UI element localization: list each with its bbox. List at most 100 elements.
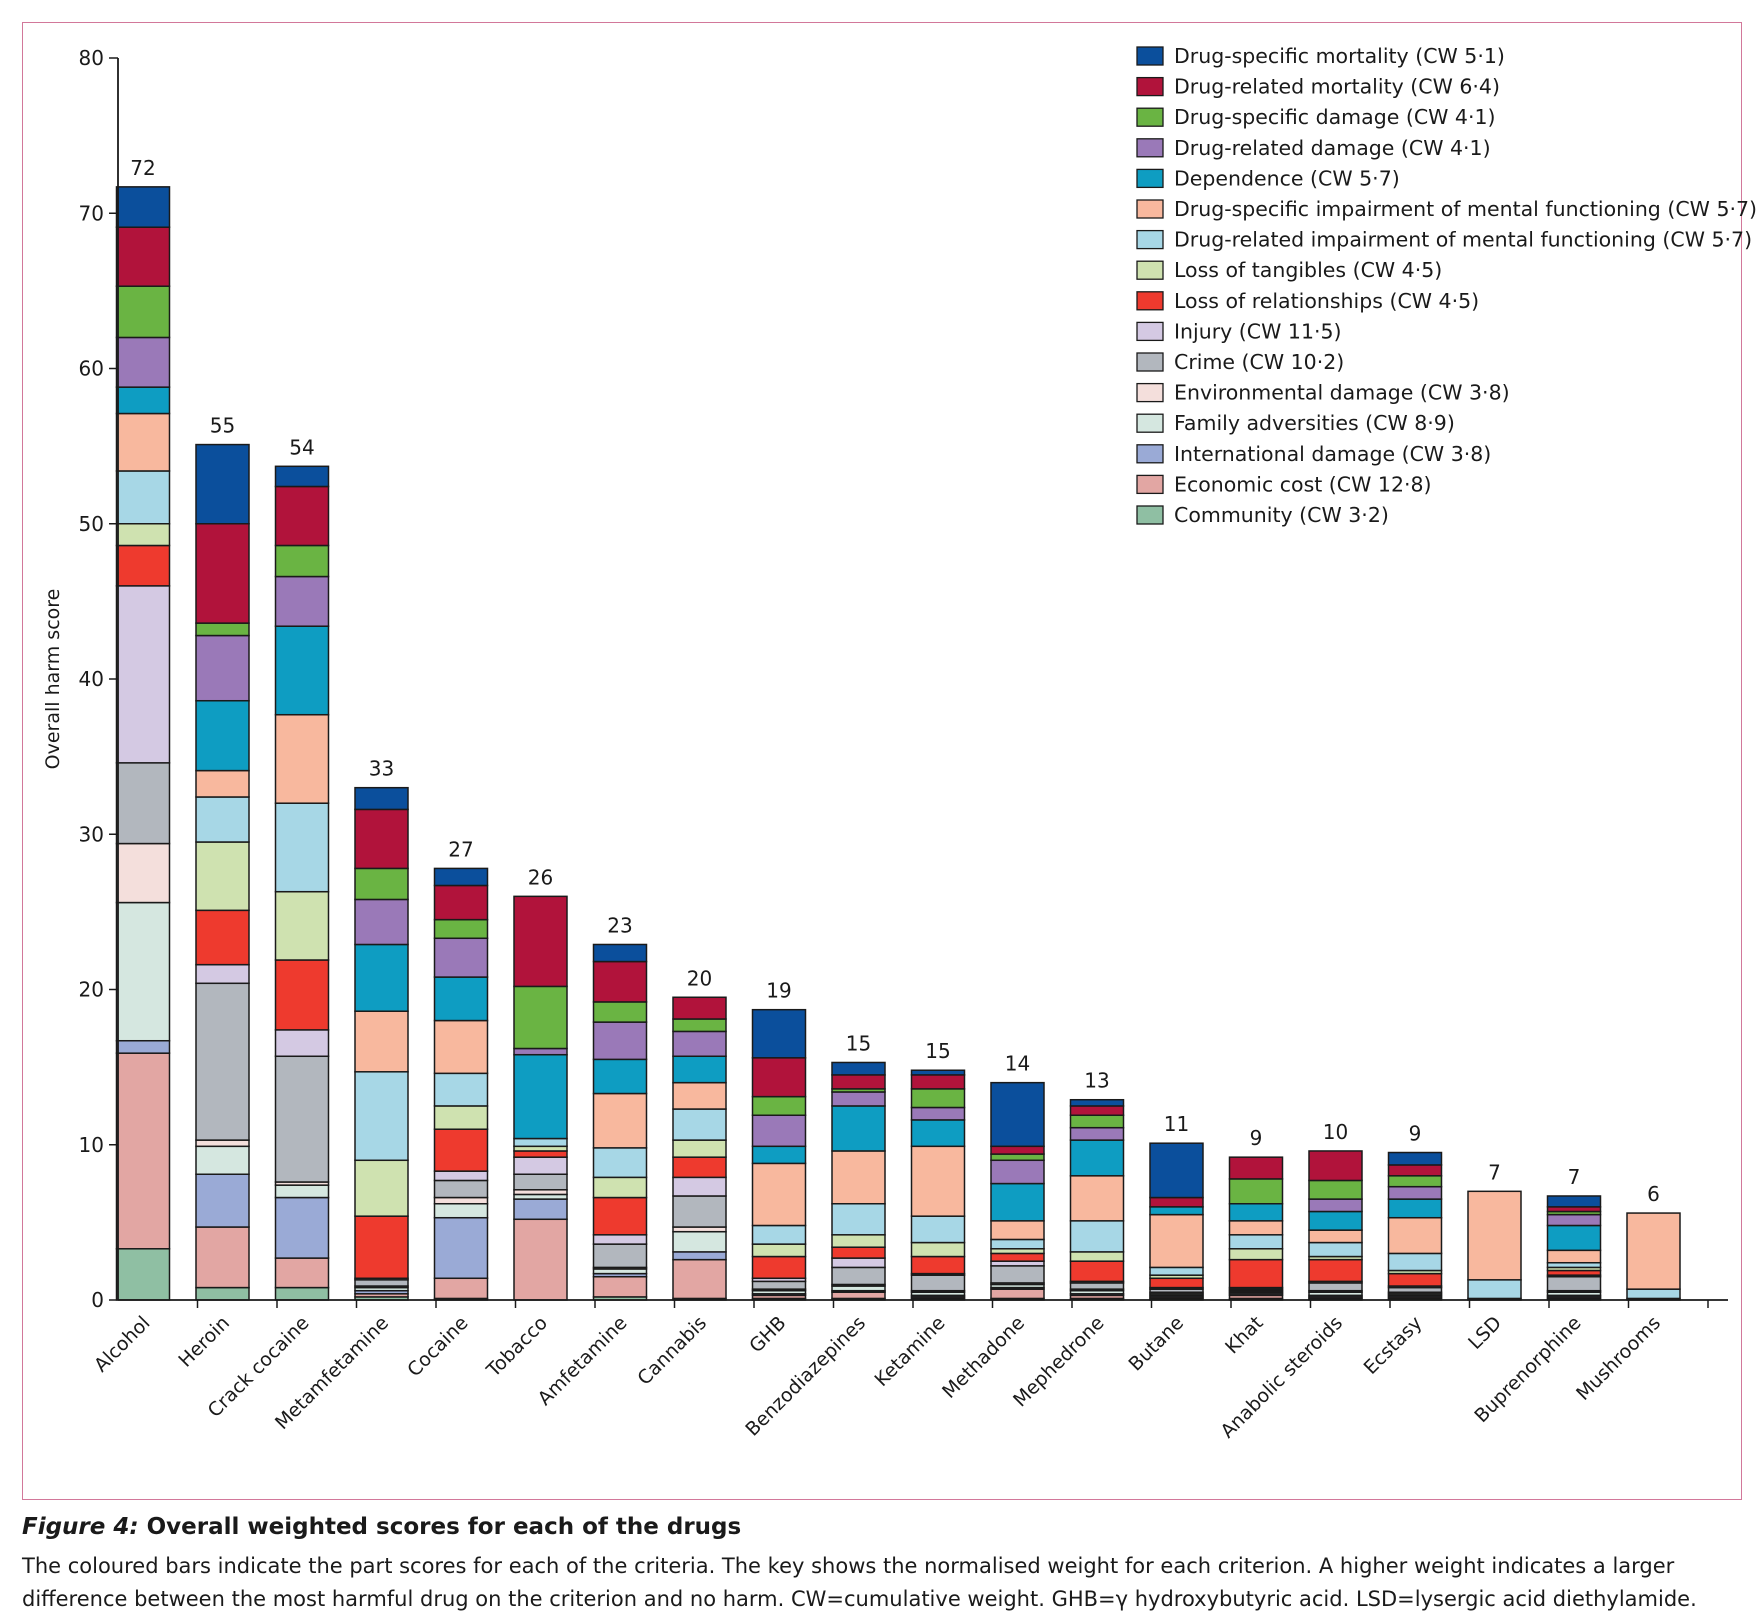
bar-segment-mephedrone-12 [1069,1126,1125,1141]
bar-segment-amfetamine-15 [592,943,648,963]
bar-segment-ghb-13 [751,1095,807,1117]
legend-label: Drug-related damage (CW 4·1) [1174,136,1491,160]
bar-segment-mushrooms-10 [1626,1212,1681,1290]
bar-segment-cocaine-13 [433,918,489,940]
bar-segment-cannabis-2 [672,1251,727,1261]
legend-swatch [1136,107,1164,127]
bar-segment-alcohol-13 [115,285,171,339]
bar-segment-cocaine-12 [433,937,489,978]
bar-segment-cocaine-4 [433,1196,489,1205]
bar-segment-cannabis-7 [672,1156,727,1179]
bar-segment-methadone-12 [990,1159,1045,1185]
bar-segment-benzodiazepines-10 [831,1150,886,1205]
bar-segment-cocaine-8 [433,1105,489,1130]
bar-segment-tobacco-7 [513,1150,568,1158]
caption-title-text: Overall weighted scores for each of the … [146,1514,742,1540]
bar-segment-methadone-15 [990,1081,1045,1148]
legend-swatch [1136,199,1164,219]
bar-segment-alcohol-1 [115,1052,171,1250]
bar-segment-cannabis-8 [672,1139,727,1158]
legend-label: International damage (CW 3·8) [1174,442,1491,466]
bar-segment-ketamine-9 [910,1215,966,1244]
bar-segment-crack-cocaine-11 [274,625,330,716]
total-label: 9 [1250,1126,1263,1150]
bar-segment-anabolic-steroids-10 [1308,1229,1363,1244]
x-tick-label: Mushrooms [1572,1312,1665,1405]
legend-label: Crime (CW 10·2) [1174,350,1344,374]
bar-segment-ketamine-14 [910,1074,966,1090]
y-tick-label: 10 [79,1133,104,1157]
bar-segment-khat-8 [1228,1248,1284,1261]
bar-segment-amfetamine-11 [592,1058,648,1095]
x-tick-label: LSD [1464,1312,1506,1354]
bar-segment-khat-9 [1228,1234,1284,1250]
bar-segment-benzodiazepines-5 [831,1266,886,1286]
bar-segment-cocaine-5 [433,1179,489,1199]
bar-segment-heroin-11 [195,699,250,772]
bar-segment-alcohol-11 [115,386,171,415]
legend-label: Family adversities (CW 8·9) [1174,411,1455,435]
bar-segment-cannabis-14 [672,996,727,1020]
bar-segment-heroin-5 [195,982,250,1141]
bar-segment-crack-cocaine-12 [274,575,330,627]
bar-segment-alcohol-14 [115,226,171,287]
bar-segment-ketamine-11 [910,1119,966,1148]
x-tick-label: GHB [745,1312,790,1357]
legend-label: Community (CW 3·2) [1174,503,1389,527]
bar-segment-mephedrone-5 [1069,1282,1125,1290]
legend-swatch [1136,260,1164,280]
bar-segment-metamfetamine-14 [354,808,409,870]
total-label: 7 [1568,1165,1581,1189]
bar-segment-ketamine-5 [910,1274,966,1292]
figure-label: Figure 4: [22,1514,139,1540]
bar-segment-methadone-13 [990,1153,1045,1162]
bar-segment-mephedrone-13 [1069,1114,1125,1129]
x-tick-label: Tobacco [482,1312,552,1382]
bar-segment-amfetamine-1 [592,1275,648,1298]
total-label: 7 [1488,1160,1501,1184]
bar-segment-cocaine-9 [433,1072,489,1107]
bar-segment-heroin-7 [195,909,250,966]
bar-segment-tobacco-12 [513,1047,568,1056]
bar-segment-metamfetamine-13 [354,867,409,901]
bar-segment-crack-cocaine-5 [274,1055,330,1183]
x-tick-label: Alcohol [90,1312,155,1377]
total-label: 19 [766,979,791,1003]
bar-segment-anabolic-steroids-7 [1308,1258,1363,1283]
bar-segment-alcohol-8 [115,523,171,547]
bar-segment-heroin-10 [195,769,250,798]
bar-segment-cannabis-12 [672,1030,727,1058]
y-tick-label: 80 [79,46,104,70]
bar-segment-heroin-8 [195,841,250,912]
bar-segment-benzodiazepines-8 [831,1234,886,1248]
bar-segment-tobacco-6 [513,1156,568,1175]
bar-segment-butane-11 [1149,1206,1204,1216]
bar-segment-anabolic-steroids-12 [1308,1198,1363,1213]
bar-segment-ketamine-15 [910,1069,966,1076]
bar-segment-ecstasy-7 [1387,1272,1443,1287]
bar-segment-crack-cocaine-2 [274,1196,330,1259]
bar-segment-ghb-8 [751,1243,807,1258]
bar-segment-crack-cocaine-13 [274,544,330,578]
bar-segment-lsd-9 [1467,1279,1522,1300]
bar-segment-amfetamine-9 [592,1147,648,1179]
bar-segment-benzodiazepines-11 [831,1105,886,1152]
legend-swatch [1136,46,1164,66]
bar-segment-mephedrone-11 [1069,1139,1125,1177]
bar-segment-crack-cocaine-7 [274,959,330,1031]
bar-segment-mephedrone-8 [1069,1251,1125,1262]
bar-segment-ketamine-13 [910,1088,966,1109]
bar-segment-amfetamine-10 [592,1092,648,1149]
bar-segment-benzodiazepines-12 [831,1091,886,1107]
bar-segment-mephedrone-10 [1069,1175,1125,1222]
bar-segment-cannabis-6 [672,1176,727,1197]
y-tick-label: 40 [79,667,104,691]
y-tick-label: 70 [79,201,104,225]
bar-segment-mephedrone-14 [1069,1105,1125,1117]
bar-segment-tobacco-1 [513,1218,568,1301]
bar-segment-tobacco-11 [513,1053,568,1140]
bar-segment-cocaine-7 [433,1128,489,1172]
total-label: 33 [369,757,394,781]
bar-segment-buprenorphine-11 [1546,1224,1602,1252]
bar-segment-methadone-11 [990,1182,1045,1222]
